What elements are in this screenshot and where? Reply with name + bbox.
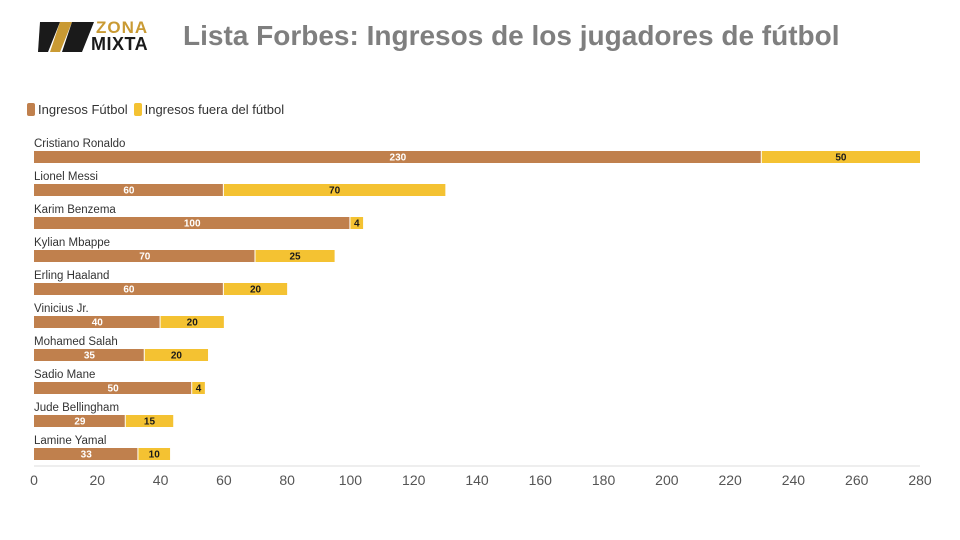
chart-legend: Ingresos Fútbol Ingresos fuera del fútbo…: [27, 102, 290, 117]
legend-label-offfield: Ingresos fuera del fútbol: [144, 102, 285, 117]
x-tick-label: 40: [153, 472, 169, 488]
player-label: Jude Bellingham: [34, 402, 119, 414]
bar-value-label-football: 70: [139, 252, 151, 263]
x-tick-label: 0: [30, 472, 38, 488]
bar-football: [34, 316, 160, 328]
player-label: Kylian Mbappe: [34, 237, 110, 249]
bar-value-label-offfield: 50: [835, 153, 847, 164]
player-label: Vinicius Jr.: [34, 303, 89, 315]
bar-offfield: [138, 448, 171, 460]
bar-value-label-football: 40: [92, 318, 104, 329]
bar-football: [34, 415, 125, 427]
legend-label-football: Ingresos Fútbol: [38, 102, 128, 117]
bar-value-label-offfield: 70: [329, 186, 341, 197]
bar-offfield: [223, 283, 288, 295]
bar-football: [34, 283, 223, 295]
x-tick-label: 20: [89, 472, 105, 488]
x-tick-label: 220: [718, 472, 742, 488]
x-tick-label: 120: [402, 472, 426, 488]
bar-football: [34, 250, 255, 262]
x-tick-label: 160: [529, 472, 553, 488]
bar-value-label-football: 35: [84, 351, 96, 362]
x-tick-label: 140: [465, 472, 489, 488]
brand-logo: ZONA MIXTA: [38, 18, 153, 54]
bar-offfield: [160, 316, 224, 328]
player-label: Sadio Mane: [34, 369, 95, 381]
bar-offfield: [350, 217, 364, 229]
bar-value-label-offfield: 25: [289, 252, 301, 263]
bar-football: [34, 217, 350, 229]
bar-football: [34, 382, 192, 394]
x-tick-label: 260: [845, 472, 869, 488]
x-tick-label: 200: [655, 472, 679, 488]
bar-value-label-football: 33: [81, 450, 93, 461]
player-label: Mohamed Salah: [34, 336, 118, 348]
player-label: Karim Benzema: [34, 204, 116, 216]
bar-value-label-offfield: 20: [187, 318, 199, 329]
bar-offfield: [223, 184, 446, 196]
bar-offfield: [255, 250, 335, 262]
x-tick-label: 60: [216, 472, 232, 488]
brand-logo-text-bottom: MIXTA: [91, 34, 149, 54]
brand-logo-mark: [38, 22, 94, 52]
bar-football: [34, 448, 138, 460]
bar-offfield: [144, 349, 209, 361]
bar-offfield: [125, 415, 174, 427]
bar-value-label-offfield: 20: [171, 351, 183, 362]
bar-value-label-football: 60: [123, 285, 135, 296]
bar-value-label-offfield: 4: [196, 384, 202, 395]
player-label: Cristiano Ronaldo: [34, 138, 125, 150]
legend-swatch-football: [27, 103, 35, 116]
bar-value-label-offfield: 10: [149, 450, 161, 461]
bar-value-label-football: 230: [390, 153, 407, 164]
bar-offfield: [761, 151, 920, 163]
x-tick-label: 180: [592, 472, 616, 488]
bar-value-label-offfield: 20: [250, 285, 262, 296]
player-label: Lionel Messi: [34, 171, 98, 183]
x-tick-label: 100: [339, 472, 363, 488]
legend-item-football: Ingresos Fútbol: [27, 102, 128, 117]
legend-item-offfield: Ingresos fuera del fútbol: [133, 102, 285, 117]
bar-offfield: [192, 382, 205, 394]
bar-value-label-football: 50: [108, 384, 120, 395]
bar-value-label-offfield: 15: [144, 417, 156, 428]
player-label: Lamine Yamal: [34, 435, 106, 447]
bar-value-label-football: 60: [123, 186, 135, 197]
x-tick-label: 240: [782, 472, 806, 488]
x-tick-label: 280: [908, 472, 932, 488]
brand-logo-text-top: ZONA: [96, 18, 149, 37]
x-tick-label: 80: [279, 472, 295, 488]
bar-football: [34, 151, 761, 163]
bar-value-label-offfield: 4: [354, 219, 360, 230]
player-label: Erling Haaland: [34, 270, 109, 282]
bar-football: [34, 184, 223, 196]
page-title: Lista Forbes: Ingresos de los jugadores …: [183, 20, 840, 51]
bar-value-label-football: 100: [184, 219, 201, 230]
bar-value-label-football: 29: [74, 417, 86, 428]
bar-football: [34, 349, 144, 361]
legend-swatch-offfield: [133, 103, 142, 116]
